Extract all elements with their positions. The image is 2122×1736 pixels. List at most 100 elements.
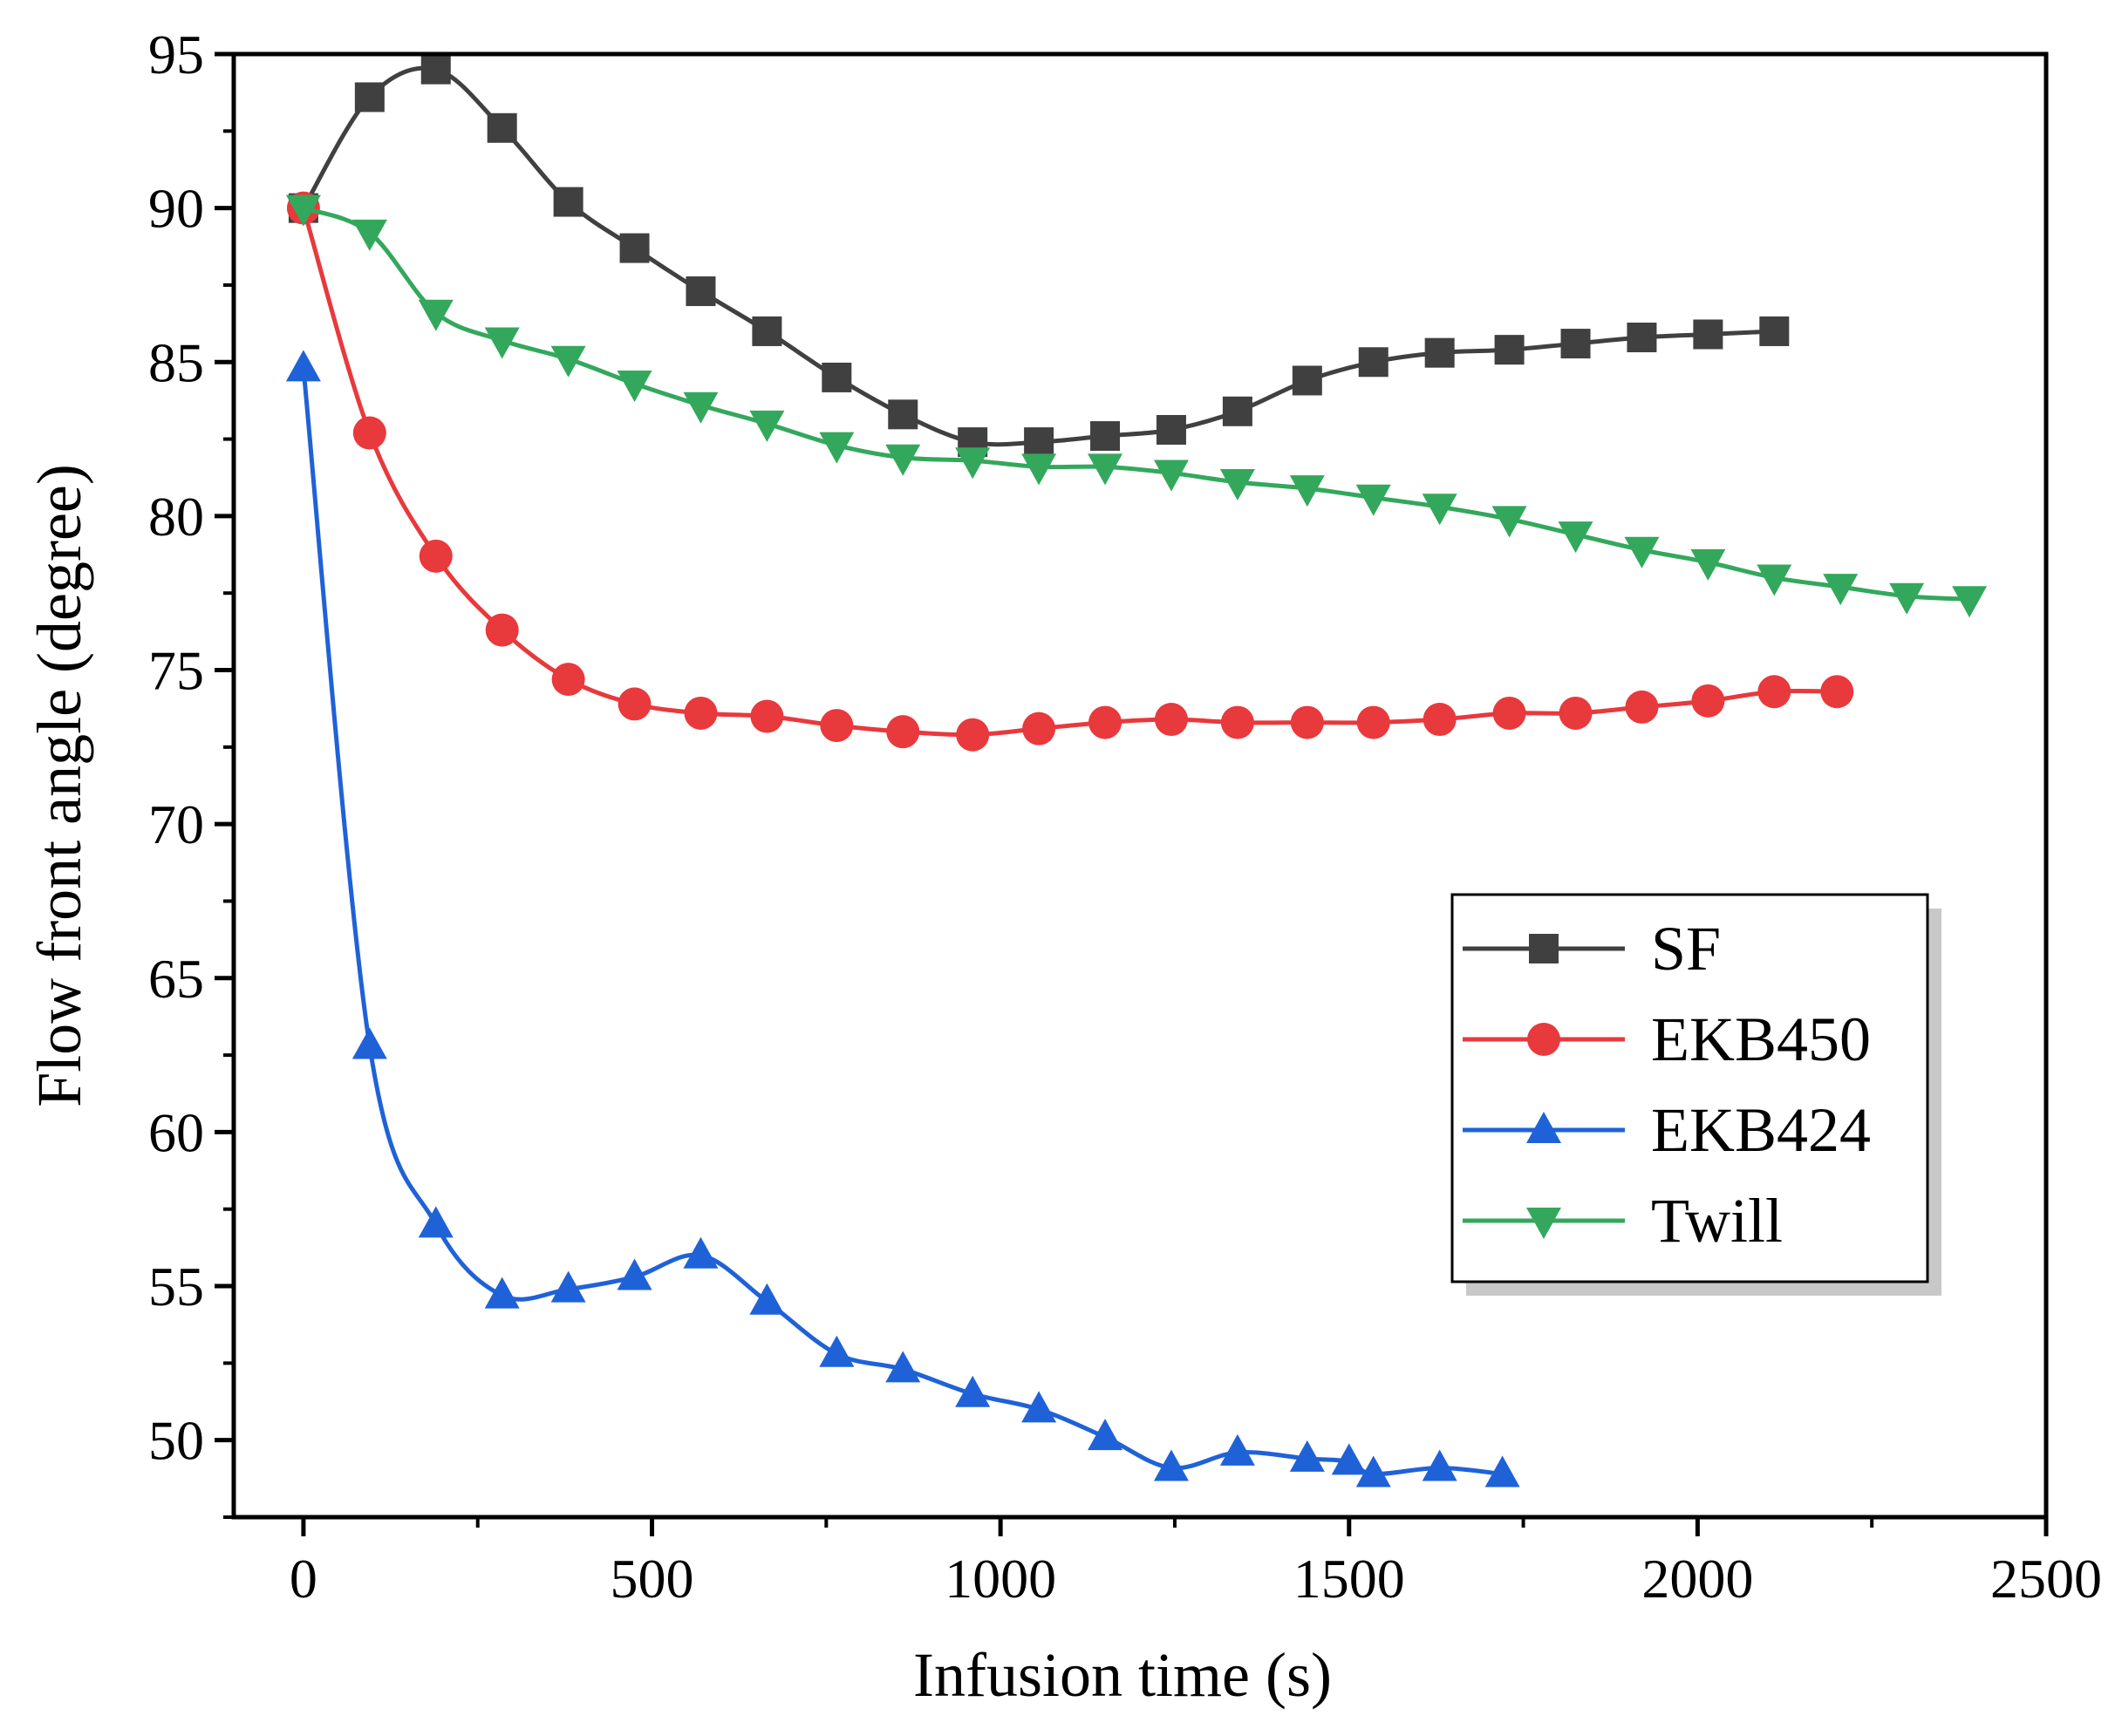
data-point-ekb450 xyxy=(1088,705,1122,739)
data-point-sf xyxy=(1693,319,1723,350)
data-point-ekb450 xyxy=(886,715,920,749)
x-tick-label: 2500 xyxy=(1990,1548,2102,1610)
legend-marker xyxy=(1526,1208,1561,1239)
y-tick-label: 65 xyxy=(148,948,204,1010)
legend-label: Twill xyxy=(1651,1186,1783,1256)
data-point-ekb424 xyxy=(955,1375,991,1407)
data-point-ekb450 xyxy=(750,699,784,733)
data-point-twill xyxy=(1355,484,1391,516)
y-tick-label: 75 xyxy=(148,640,204,702)
y-tick-label: 55 xyxy=(148,1256,204,1317)
data-point-ekb450 xyxy=(1022,711,1056,745)
data-point-ekb424 xyxy=(819,1335,855,1367)
data-point-sf xyxy=(1156,414,1186,445)
data-point-sf xyxy=(420,54,451,85)
data-point-sf xyxy=(1358,347,1389,378)
y-tick-label: 50 xyxy=(148,1410,204,1472)
x-tick-label: 2000 xyxy=(1641,1548,1753,1610)
y-axis-title: Flow front angle (degree) xyxy=(24,464,94,1107)
x-axis-title: Infusion time (s) xyxy=(913,1640,1332,1710)
data-point-ekb424 xyxy=(351,1027,387,1059)
data-point-twill xyxy=(1422,494,1457,526)
data-point-ekb424 xyxy=(550,1270,586,1303)
data-point-ekb450 xyxy=(956,718,990,752)
data-point-ekb424 xyxy=(484,1276,520,1309)
data-point-sf xyxy=(553,187,583,217)
data-point-ekb424 xyxy=(285,350,321,382)
data-point-ekb450 xyxy=(1757,675,1791,709)
plot-frame xyxy=(231,51,2049,1520)
legend-label: SF xyxy=(1651,914,1721,984)
data-point-ekb450 xyxy=(551,663,585,697)
data-point-twill xyxy=(1219,469,1255,501)
data-point-sf xyxy=(752,316,782,346)
legend-item-sf: SF xyxy=(1463,914,1721,984)
legend-label: EKB424 xyxy=(1651,1095,1871,1165)
data-point-ekb424 xyxy=(885,1351,921,1383)
series-twill xyxy=(285,194,1988,618)
data-point-twill xyxy=(550,345,586,378)
y-tick-label: 85 xyxy=(148,331,204,393)
y-tick-label: 90 xyxy=(148,178,204,240)
data-point-ekb450 xyxy=(1691,684,1725,718)
x-tick-label: 1500 xyxy=(1293,1548,1405,1610)
legend-marker xyxy=(1529,934,1559,963)
data-point-twill xyxy=(885,444,921,476)
data-point-sf xyxy=(686,276,716,307)
data-point-sf xyxy=(1024,427,1054,458)
y-tick-label: 95 xyxy=(148,24,204,85)
data-point-twill xyxy=(285,194,321,227)
data-point-ekb450 xyxy=(419,539,453,573)
data-point-sf xyxy=(1759,316,1790,346)
y-tick-label: 60 xyxy=(148,1101,204,1163)
data-point-ekb424 xyxy=(1153,1449,1189,1481)
x-tick-label: 1000 xyxy=(945,1548,1056,1610)
data-point-ekb450 xyxy=(1423,703,1457,737)
data-point-ekb424 xyxy=(1289,1440,1325,1472)
data-point-twill xyxy=(1491,506,1527,538)
data-point-twill xyxy=(1952,586,1988,618)
data-point-ekb450 xyxy=(485,613,519,647)
data-point-twill xyxy=(617,370,652,402)
data-point-twill xyxy=(1823,574,1859,606)
data-point-twill xyxy=(1690,548,1726,581)
data-point-twill xyxy=(955,447,991,480)
data-point-ekb424 xyxy=(1331,1443,1367,1475)
data-point-twill xyxy=(1153,460,1189,492)
legend-marker xyxy=(1526,1112,1561,1143)
data-point-ekb450 xyxy=(1290,705,1324,739)
data-point-ekb450 xyxy=(1220,705,1254,739)
legend-item-twill: Twill xyxy=(1463,1186,1783,1256)
data-point-ekb450 xyxy=(1625,690,1659,724)
data-point-sf xyxy=(1627,323,1657,353)
data-point-twill xyxy=(749,410,785,442)
data-point-ekb450 xyxy=(1559,696,1593,730)
data-point-ekb424 xyxy=(1219,1433,1255,1466)
data-point-twill xyxy=(484,327,520,359)
data-point-ekb450 xyxy=(1492,696,1526,730)
data-point-ekb450 xyxy=(684,696,718,730)
y-tick-label: 70 xyxy=(148,793,204,855)
data-point-ekb450 xyxy=(1356,705,1390,739)
data-point-sf xyxy=(1090,421,1121,452)
data-point-ekb450 xyxy=(1820,675,1854,709)
x-tick-label: 0 xyxy=(290,1548,317,1610)
y-tick-label: 80 xyxy=(148,486,204,548)
data-point-twill xyxy=(1757,564,1792,596)
data-point-sf xyxy=(487,112,517,143)
data-point-twill xyxy=(418,299,454,331)
data-point-twill xyxy=(683,391,719,424)
legend-marker xyxy=(1527,1023,1560,1056)
data-point-ekb424 xyxy=(418,1206,454,1238)
data-point-ekb424 xyxy=(1355,1455,1391,1488)
data-point-twill xyxy=(1021,453,1057,486)
x-tick-label: 500 xyxy=(611,1548,694,1610)
data-point-ekb424 xyxy=(1422,1449,1457,1481)
data-point-ekb424 xyxy=(617,1258,652,1290)
data-point-sf xyxy=(888,399,918,430)
data-point-sf xyxy=(1292,365,1322,396)
data-point-ekb424 xyxy=(1484,1455,1520,1488)
